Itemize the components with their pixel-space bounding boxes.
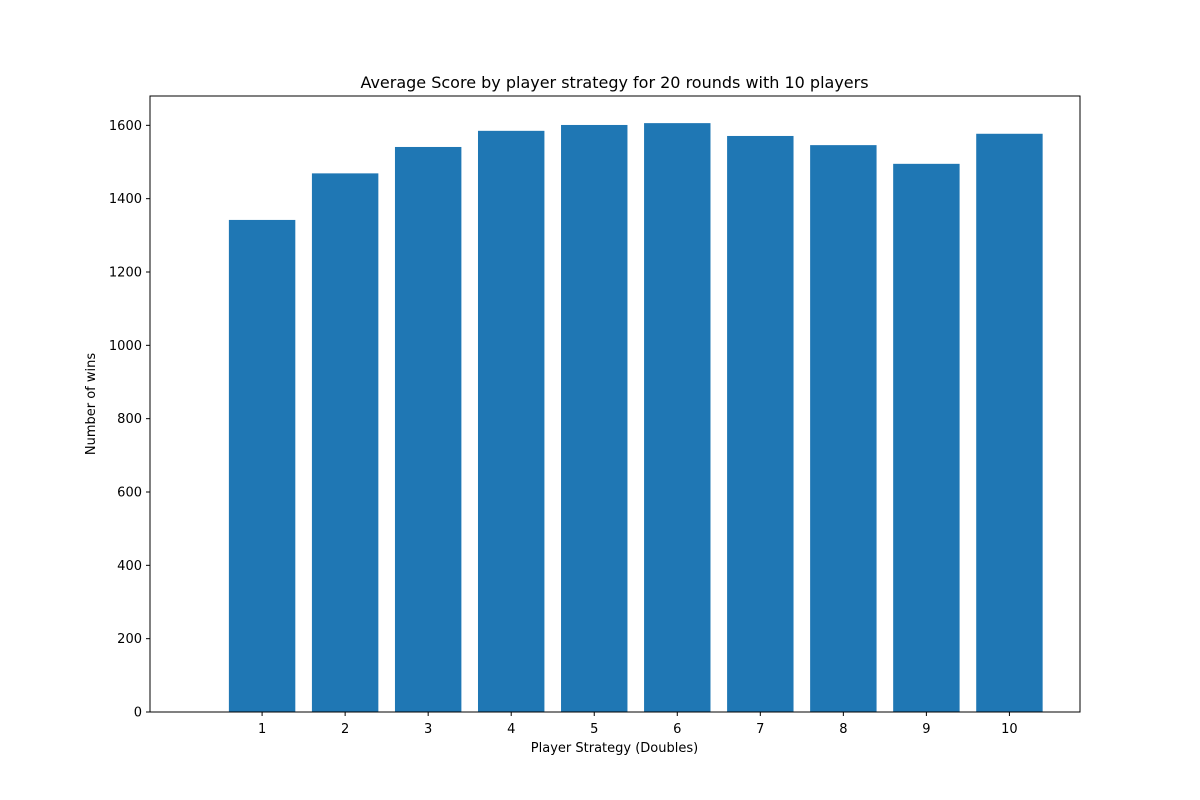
- y-tick-label: 1600: [109, 119, 142, 134]
- y-tick-label: 400: [117, 559, 142, 574]
- bar-3: [394, 146, 462, 713]
- x-axis-ticks: 1 2 3 4 5 6 7 8 9 10: [258, 712, 1018, 737]
- x-tick-label: 3: [424, 722, 432, 737]
- x-tick-label: 1: [258, 722, 266, 737]
- x-tick-label: 6: [673, 722, 681, 737]
- y-axis-label: Number of wins: [84, 353, 99, 456]
- plot-frame: [149, 95, 1081, 713]
- bar-10: [976, 133, 1043, 712]
- y-tick-label: 1200: [109, 266, 142, 281]
- bar-2: [311, 173, 379, 712]
- bar-4: [477, 130, 545, 712]
- x-tick-label: 9: [922, 722, 930, 737]
- y-tick-label: 200: [117, 632, 142, 647]
- bars-group: [228, 123, 1043, 713]
- x-tick-label: 7: [756, 722, 764, 737]
- bar-7: [727, 135, 794, 713]
- y-axis-ticks: 0 200 400 600 800 1000 1200 1400 1600: [109, 119, 150, 721]
- x-tick-label: 5: [590, 722, 598, 737]
- x-tick-label: 8: [839, 722, 847, 737]
- bar-8: [810, 145, 877, 712]
- y-tick-label: 1400: [109, 192, 142, 207]
- x-tick-label: 4: [507, 722, 515, 737]
- x-tick-label: 2: [341, 722, 349, 737]
- chart-title: Average Score by player strategy for 20 …: [360, 73, 868, 92]
- bar-1: [228, 219, 296, 712]
- bar-5: [561, 124, 628, 713]
- y-tick-label: 800: [117, 412, 142, 427]
- bar-6: [644, 123, 711, 712]
- bar-9: [893, 163, 960, 712]
- y-tick-label: 0: [134, 706, 142, 721]
- y-tick-label: 1000: [109, 339, 142, 354]
- x-tick-label: 10: [1001, 722, 1018, 737]
- y-tick-label: 600: [117, 486, 142, 501]
- x-axis-label: Player Strategy (Doubles): [531, 741, 698, 756]
